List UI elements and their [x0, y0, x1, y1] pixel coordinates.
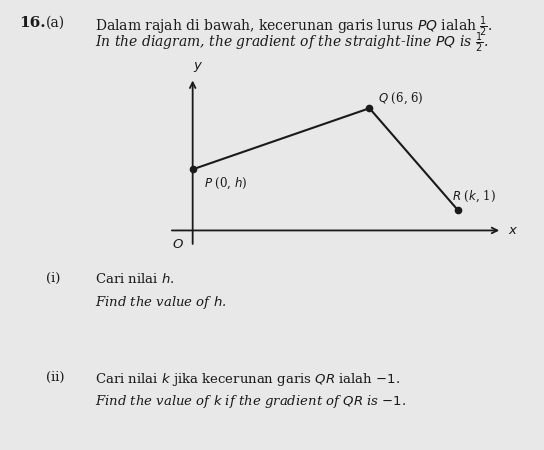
Text: Cari nilai $k$ jika kecerunan garis $QR$ ialah $-1$.: Cari nilai $k$ jika kecerunan garis $QR$…: [95, 371, 400, 388]
Text: In the diagram, the gradient of the straight-line $PQ$ is $\frac{1}{2}$.: In the diagram, the gradient of the stra…: [95, 31, 489, 55]
Text: (a): (a): [46, 16, 65, 30]
Text: $y$: $y$: [194, 59, 203, 74]
Text: $R$ ($k$, 1): $R$ ($k$, 1): [452, 189, 496, 204]
Text: $O$: $O$: [172, 238, 184, 251]
Text: $P$ (0, $h$): $P$ (0, $h$): [205, 176, 248, 191]
Text: Find the value of $h$.: Find the value of $h$.: [95, 294, 227, 311]
Text: Cari nilai $h$.: Cari nilai $h$.: [95, 272, 175, 286]
Text: (i): (i): [46, 272, 60, 285]
Text: $Q$ (6, 6): $Q$ (6, 6): [378, 91, 424, 106]
Text: Dalam rajah di bawah, kecerunan garis lurus $PQ$ ialah $\frac{1}{2}$.: Dalam rajah di bawah, kecerunan garis lu…: [95, 14, 493, 39]
Text: Find the value of $k$ if the gradient of $QR$ is $-1$.: Find the value of $k$ if the gradient of…: [95, 393, 406, 410]
Text: 16.: 16.: [19, 16, 46, 30]
Text: $x$: $x$: [508, 224, 518, 237]
Text: (ii): (ii): [46, 371, 65, 384]
